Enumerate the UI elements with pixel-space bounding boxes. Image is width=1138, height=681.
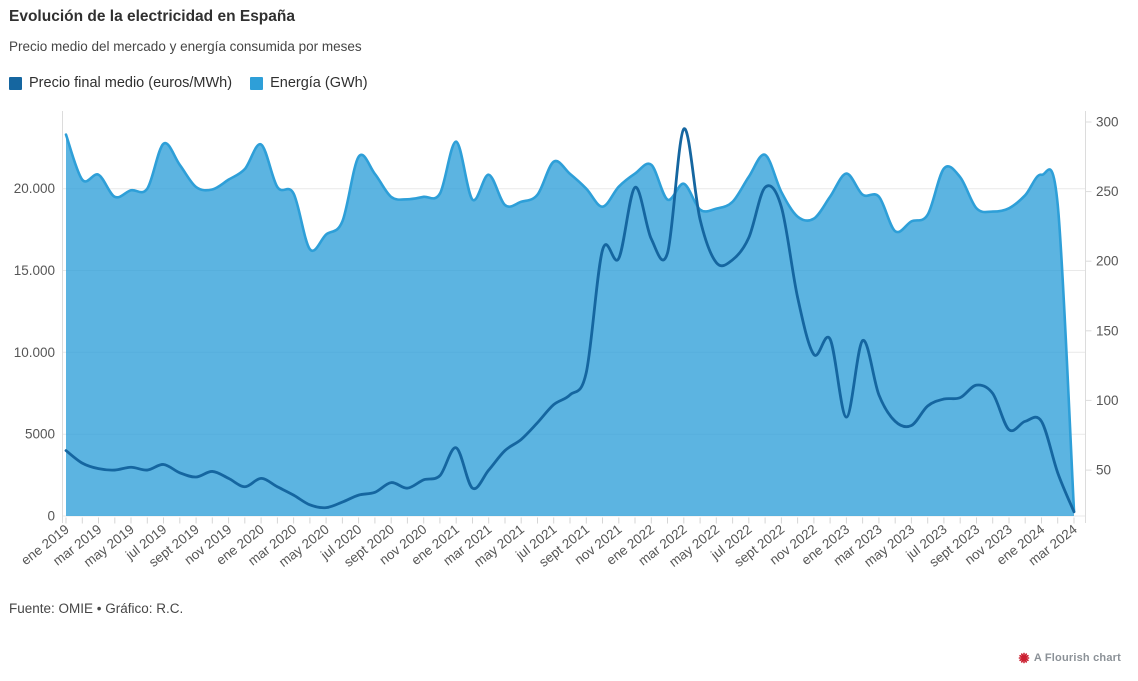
precio-line-series xyxy=(64,127,1076,514)
right-y-axis: 50 100 150 200 250 300 xyxy=(1085,115,1119,478)
source-note: Fuente: OMIE • Gráfico: R.C. xyxy=(9,601,184,616)
right-axis-label: 150 xyxy=(1096,323,1119,338)
legend-swatch-energia-icon xyxy=(250,76,264,90)
energia-area-fill xyxy=(66,134,1074,516)
legend-swatch-precio-icon xyxy=(9,76,22,90)
legend-label-precio: Precio final medio (euros/MWh) xyxy=(29,75,233,91)
right-axis-label: 50 xyxy=(1096,463,1111,478)
left-axis-label: 0 xyxy=(47,509,55,524)
left-axis-label: 15.000 xyxy=(14,263,55,278)
right-axis-label: 100 xyxy=(1096,393,1119,408)
legend-item-precio: Precio final medio (euros/MWh) xyxy=(9,75,232,91)
left-axis-label: 10.000 xyxy=(14,345,55,360)
left-y-axis: 0 5000 10.000 15.000 20.000 xyxy=(14,181,55,523)
left-axis-label: 20.000 xyxy=(14,181,55,196)
legend-label-energia: Energía (GWh) xyxy=(270,75,368,91)
flourish-flower-icon xyxy=(1018,652,1030,664)
right-axis-label: 250 xyxy=(1096,184,1119,199)
flourish-credit-label: A Flourish chart xyxy=(1033,652,1121,664)
energia-area-series xyxy=(64,133,1076,516)
left-axis-label: 5000 xyxy=(25,427,55,442)
flourish-credit[interactable]: A Flourish chart xyxy=(1018,652,1121,664)
right-axis-label: 200 xyxy=(1096,254,1119,269)
energia-area-stroke xyxy=(64,133,1076,513)
legend-item-energia: Energía (GWh) xyxy=(250,75,368,91)
precio-line xyxy=(64,127,1076,514)
page-title: Evolución de la electricidad en España xyxy=(9,8,295,25)
chart-legend: Precio final medio (euros/MWh) Energía (… xyxy=(9,75,368,91)
right-axis-label: 300 xyxy=(1096,115,1119,130)
page-subtitle: Precio medio del mercado y energía consu… xyxy=(9,39,362,54)
